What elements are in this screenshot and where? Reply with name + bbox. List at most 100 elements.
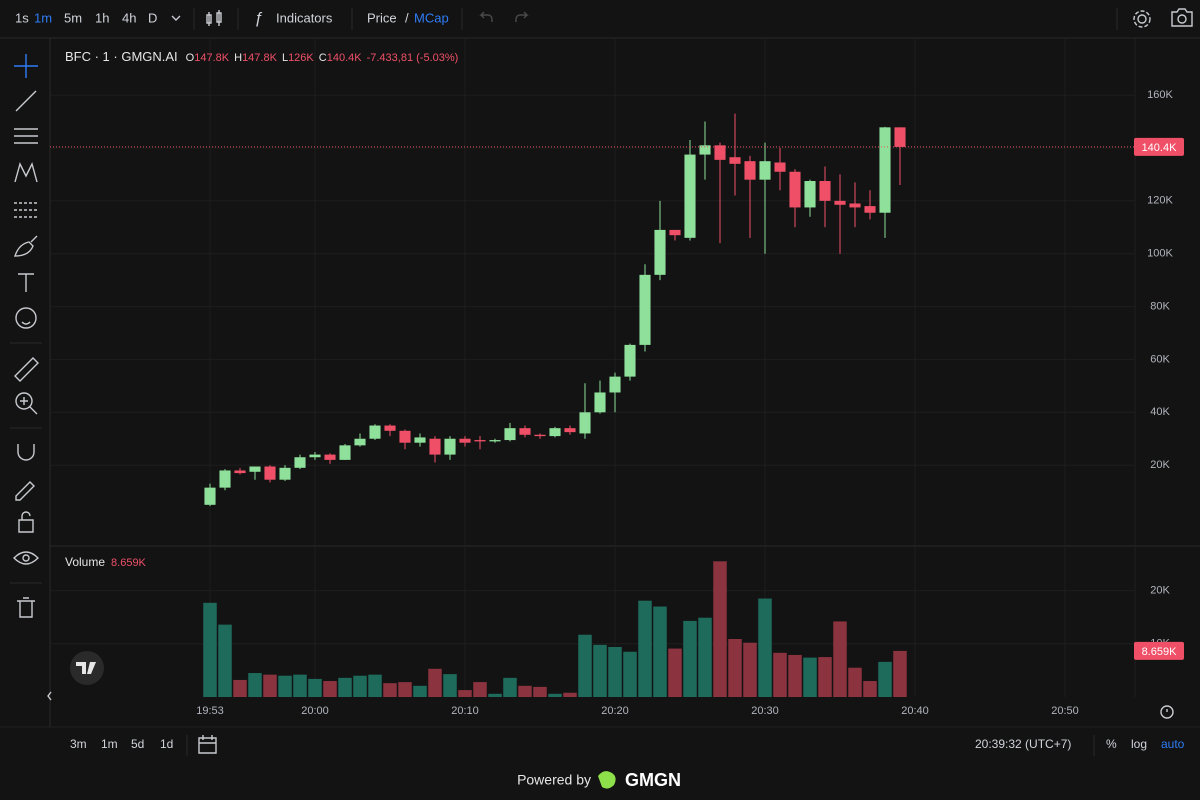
camera-icon[interactable]	[1171, 8, 1193, 27]
log-toggle[interactable]: log	[1131, 737, 1147, 751]
volume-bar	[863, 681, 877, 697]
crosshair-tool[interactable]	[14, 54, 38, 78]
volume-bar	[563, 692, 577, 697]
emoji-tool[interactable]	[15, 307, 37, 329]
candle-body	[534, 434, 546, 437]
candle-body	[324, 454, 336, 460]
legend-value: 147.8K	[194, 52, 230, 64]
interval[interactable]: 1m	[34, 10, 52, 25]
range-button[interactable]: 1m	[101, 737, 118, 751]
last-volume-tag	[1134, 641, 1184, 660]
clock: 20:39:32 (UTC+7)	[975, 737, 1071, 751]
candle-body	[774, 162, 786, 172]
footer: Powered by GMGN	[517, 770, 681, 790]
undo-icon[interactable]	[479, 11, 493, 22]
hide-tool[interactable]	[13, 551, 39, 565]
ruler-tool[interactable]	[14, 357, 39, 382]
x-tick-label: 20:50	[1051, 705, 1079, 717]
emoji-tool[interactable]	[21, 321, 31, 325]
volume-bar	[788, 654, 802, 697]
brush-tool[interactable]	[14, 235, 38, 257]
hide-tool[interactable]	[22, 554, 30, 562]
volume-bar	[518, 685, 532, 697]
zoom-tool[interactable]	[20, 397, 38, 415]
candle-body	[894, 127, 906, 147]
volume-tick-label: 20K	[1150, 584, 1170, 596]
trend-line-tool[interactable]	[15, 90, 37, 112]
volume-bar	[308, 678, 322, 697]
volume-bar	[623, 651, 637, 697]
mcap-toggle[interactable]: MCap	[414, 10, 449, 25]
volume-bar	[458, 690, 472, 697]
volume-bar	[218, 624, 232, 697]
prediction-tool[interactable]	[14, 202, 38, 218]
volume-bar	[488, 693, 502, 697]
x-tick-label: 20:40	[901, 705, 929, 717]
percent-toggle[interactable]: %	[1106, 737, 1117, 751]
zoom-tool[interactable]	[15, 392, 33, 410]
candle-body	[849, 203, 861, 208]
volume-bar	[278, 675, 292, 697]
redo-icon[interactable]	[515, 11, 529, 22]
volume-title: Volume	[65, 555, 105, 569]
volume-bar	[773, 652, 787, 697]
legend-value: 140.4K	[327, 52, 363, 64]
candle-body	[669, 229, 681, 236]
y-tick-label: 20K	[1150, 459, 1170, 471]
candle-body	[684, 154, 696, 238]
goto-date-icon[interactable]	[198, 735, 217, 754]
volume-bar	[878, 661, 892, 697]
fx-icon[interactable]: ƒ	[254, 10, 263, 27]
indicators-button[interactable]: Indicators	[276, 10, 333, 25]
interval[interactable]: 1h	[95, 10, 109, 25]
auto-toggle[interactable]: auto	[1161, 737, 1185, 751]
x-tick-label: 20:00	[301, 705, 329, 717]
lock-tool[interactable]	[18, 511, 34, 533]
legend: BFC · 1 · GMGN.AI O147.8K H147.8K L126K C140…	[65, 49, 458, 64]
lock-draw-tool[interactable]	[15, 481, 35, 501]
axis-settings-icon[interactable]	[1160, 705, 1174, 719]
candle-body	[864, 206, 876, 213]
magnet-tool[interactable]	[17, 444, 35, 461]
collapse-icon[interactable]	[47, 691, 52, 701]
y-tick-label: 160K	[1147, 89, 1173, 101]
volume-bar	[338, 677, 352, 697]
legend-key: L	[282, 52, 288, 64]
text-tool[interactable]	[18, 273, 34, 292]
dropdown-icon[interactable]	[171, 15, 181, 21]
volume-bar	[683, 620, 697, 697]
delete-tool[interactable]	[17, 597, 35, 618]
volume-bar	[443, 674, 457, 697]
camera-icon[interactable]	[1177, 14, 1187, 24]
last-volume-label: 8.659K	[1142, 646, 1178, 658]
range-button[interactable]: 1d	[160, 737, 173, 751]
candle-body	[444, 438, 456, 455]
candle-body	[219, 470, 231, 488]
range-button[interactable]: 3m	[70, 737, 87, 751]
drawing-tools	[10, 54, 52, 701]
candle-body	[624, 344, 636, 377]
volume-bar	[893, 650, 907, 697]
fib-tool[interactable]	[14, 128, 38, 144]
candle-icon[interactable]	[206, 10, 222, 26]
settings-icon[interactable]	[1133, 10, 1151, 28]
range-button[interactable]: 5d	[131, 737, 144, 751]
legend-value: 147.8K	[242, 52, 278, 64]
interval[interactable]: 1s	[15, 10, 29, 25]
pattern-tool[interactable]	[14, 162, 38, 183]
interval[interactable]: 4h	[122, 10, 136, 25]
candle-body	[729, 157, 741, 164]
interval[interactable]: 5m	[64, 10, 82, 25]
brand-logo	[598, 771, 616, 789]
price-toggle[interactable]: Price	[367, 10, 397, 25]
top-toolbar: 1s 1m 5m 1h 4h D ƒ Indicators Price / MC…	[15, 8, 1193, 30]
candle-body	[249, 466, 261, 472]
interval[interactable]: D	[148, 10, 157, 25]
volume-bar	[323, 681, 337, 697]
volume-bar	[203, 602, 217, 697]
settings-icon[interactable]	[1137, 14, 1147, 24]
candle-body	[279, 467, 291, 480]
volume-bar	[758, 598, 772, 697]
candle-body	[549, 428, 561, 437]
